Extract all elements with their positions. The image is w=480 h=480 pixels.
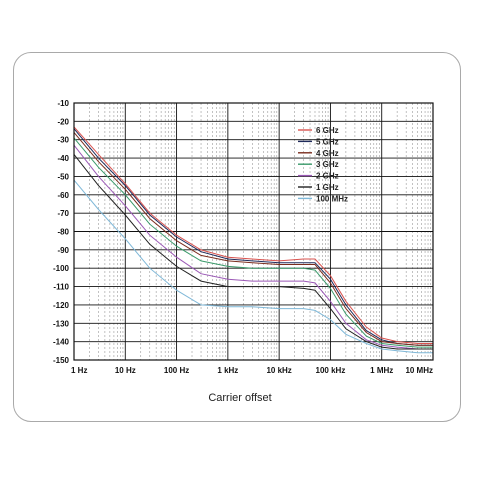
x-tick-label: 100 kHz xyxy=(316,366,346,375)
x-tick-label: 10 MHz xyxy=(405,366,433,375)
y-tick-label: -10 xyxy=(57,99,69,108)
y-tick-label: -30 xyxy=(57,136,69,145)
y-tick-label: -60 xyxy=(57,191,69,200)
legend-label: 6 GHz xyxy=(316,126,339,135)
series-line-1-ghz xyxy=(73,154,433,350)
y-tick-label: -130 xyxy=(53,319,70,328)
series-line-4-ghz xyxy=(73,132,433,346)
series-line-5-ghz xyxy=(73,128,433,346)
legend-label: 100 MHz xyxy=(316,194,348,203)
legend-label: 3 GHz xyxy=(316,160,339,169)
major-grid xyxy=(73,102,434,361)
series-line-2-ghz xyxy=(73,144,433,350)
y-tick-label: -120 xyxy=(53,301,70,310)
series-line-100-mhz xyxy=(73,179,433,354)
y-tick-label: -90 xyxy=(57,246,69,255)
x-tick-labels: 1 Hz 10 Hz 100 Hz 1 kHz 10 kHz 100 kHz 1 MHz 10… xyxy=(71,366,433,375)
x-tick-label: 1 Hz xyxy=(71,366,87,375)
x-tick-label: 10 kHz xyxy=(266,366,291,375)
y-tick-label: -100 xyxy=(53,264,70,273)
x-axis-label: Carrier offset xyxy=(208,392,272,404)
legend-label: 5 GHz xyxy=(316,137,339,146)
legend-label: 2 GHz xyxy=(316,172,339,181)
plot-frame xyxy=(73,102,434,361)
y-tick-label: -110 xyxy=(53,283,69,292)
y-tick-label: -150 xyxy=(53,356,70,365)
legend: 6 GHz 5 GHz 4 GHz 3 GHz 2 GHz 1 GHz 100 MHz xyxy=(298,126,348,203)
legend-label: 4 GHz xyxy=(316,149,339,158)
x-tick-label: 1 kHz xyxy=(217,366,238,375)
y-tick-label: -70 xyxy=(57,209,69,218)
x-tick-label: 1 MHz xyxy=(370,366,393,375)
y-tick-label: -20 xyxy=(57,117,69,126)
series-line-6-ghz xyxy=(73,126,433,344)
y-tick-label: -80 xyxy=(57,228,69,237)
x-tick-label: 10 Hz xyxy=(115,366,136,375)
legend-label: 1 GHz xyxy=(316,183,339,192)
x-tick-label: 100 Hz xyxy=(164,366,189,375)
y-tick-label: -140 xyxy=(53,338,70,347)
y-tick-label: -50 xyxy=(57,172,69,181)
series-line-3-ghz xyxy=(73,137,433,348)
series-lines xyxy=(73,126,433,354)
y-tick-label: -40 xyxy=(57,154,69,163)
y-tick-labels: -10 -20 -30 -40 -50 -60 -70 -80 -90 -100 -110 -120 -… xyxy=(53,99,70,365)
